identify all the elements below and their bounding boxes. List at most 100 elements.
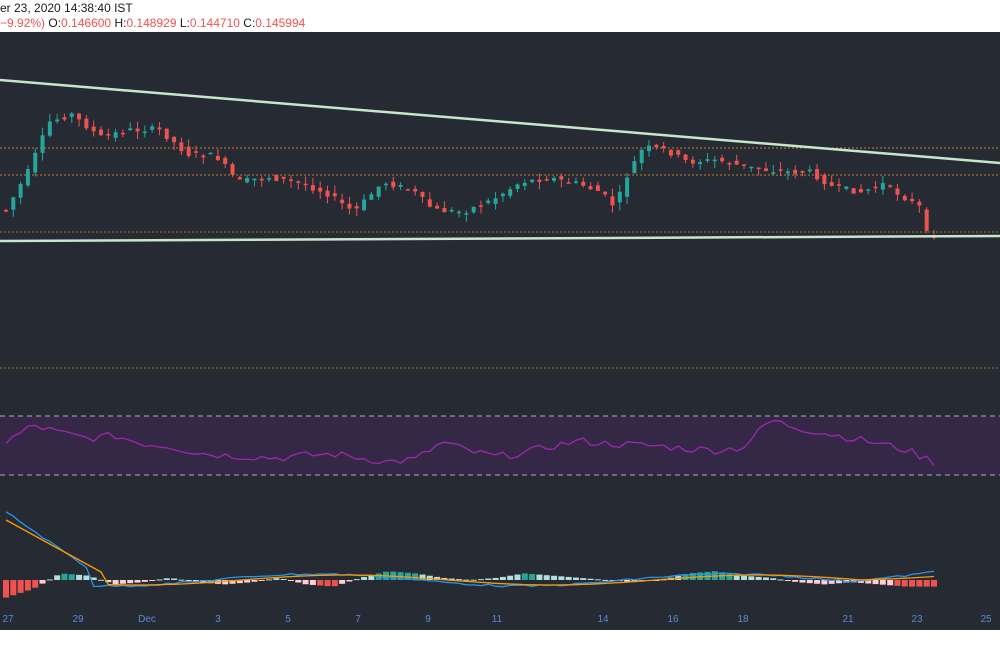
- macd-histogram-bar: [456, 579, 463, 581]
- x-tick-label: 9: [425, 614, 431, 625]
- macd-histogram-bar: [185, 580, 192, 581]
- macd-histogram-bar: [828, 580, 835, 584]
- candle-body: [362, 199, 367, 211]
- macd-histogram-bar: [836, 580, 843, 584]
- macd-histogram-bar: [733, 574, 740, 580]
- candle-body: [274, 174, 279, 181]
- macd-histogram-bar: [799, 580, 806, 583]
- candle-body: [910, 198, 915, 202]
- macd-histogram-bar: [273, 578, 280, 580]
- macd-histogram-bar: [302, 580, 309, 585]
- candle-body: [332, 193, 337, 197]
- macd-histogram-bar: [609, 580, 616, 581]
- candle-body: [288, 179, 293, 182]
- chart-svg[interactable]: [0, 32, 1000, 630]
- candle-body: [310, 185, 315, 191]
- macd-histogram-bar: [762, 577, 769, 580]
- macd-histogram-bar: [280, 578, 287, 580]
- macd-histogram-bar: [499, 576, 506, 580]
- macd-histogram-bar: [353, 579, 360, 581]
- candle-body: [106, 134, 111, 136]
- candle-body: [705, 159, 710, 161]
- x-tick-label: 21: [842, 614, 854, 625]
- macd-histogram-bar: [244, 580, 251, 583]
- candle-body: [515, 184, 520, 189]
- candle-body: [917, 201, 922, 206]
- candle-body: [493, 198, 498, 204]
- candle-body: [844, 186, 849, 190]
- macd-histogram-bar: [792, 580, 799, 582]
- macd-histogram-bar: [339, 580, 346, 584]
- macd-histogram-bar: [923, 580, 930, 587]
- macd-histogram-bar: [879, 580, 886, 585]
- macd-histogram-bar: [346, 580, 353, 582]
- candle-body: [880, 182, 885, 190]
- candle-body: [690, 159, 695, 164]
- macd-histogram-bar: [61, 573, 68, 580]
- candle-body: [595, 185, 600, 191]
- macd-histogram-bar: [331, 580, 338, 587]
- macd-histogram-bar: [287, 580, 294, 581]
- candle-body: [464, 213, 469, 215]
- x-tick-label: 11: [491, 614, 503, 625]
- candle-body: [639, 149, 644, 163]
- macd-histogram-bar: [10, 580, 17, 596]
- candle-body: [449, 209, 454, 212]
- candle-body: [98, 129, 103, 136]
- candle-body: [902, 195, 907, 201]
- candle-body: [676, 150, 681, 155]
- candle-body: [259, 178, 264, 181]
- candle-body: [193, 151, 198, 153]
- macd-histogram-bar: [39, 580, 46, 584]
- candle-body: [829, 182, 834, 186]
- candle-body: [318, 187, 323, 192]
- x-tick-label: 18: [737, 614, 749, 625]
- candle-body: [749, 166, 754, 169]
- macd-histogram-bar: [931, 580, 937, 587]
- macd-histogram-bar: [178, 579, 185, 581]
- x-tick-label: 29: [72, 614, 84, 625]
- candle-body: [727, 163, 732, 165]
- candle-body: [668, 149, 673, 156]
- candle-body: [435, 205, 440, 209]
- macd-histogram-bar: [141, 580, 148, 582]
- rsi-band: [0, 416, 1000, 475]
- candle-body: [566, 182, 571, 184]
- change-percent: −9.92%): [0, 16, 46, 30]
- macd-histogram-bar: [3, 580, 9, 598]
- macd-histogram-bar: [324, 580, 331, 587]
- candle-body: [267, 178, 272, 180]
- candle-body: [427, 199, 432, 207]
- rsi-line: [5, 420, 935, 466]
- candle-body: [398, 184, 403, 187]
- candle-body: [252, 178, 257, 181]
- candle-body: [281, 176, 286, 179]
- candle-body: [683, 154, 688, 160]
- candle-body: [763, 168, 768, 172]
- close-label: C:: [243, 16, 256, 30]
- candle-body: [888, 185, 893, 187]
- candle-body: [661, 146, 666, 149]
- candle-body: [376, 186, 381, 197]
- candle-body: [18, 183, 23, 198]
- macd-histogram-bar: [207, 580, 214, 584]
- macd-histogram-bar: [112, 580, 119, 585]
- chart-area[interactable]: 27 29 Dec 3 5 7 9 11 14 16 18 21 23 25: [0, 32, 1000, 630]
- candle-body: [128, 128, 133, 131]
- close-value: 0.145994: [255, 16, 306, 30]
- x-tick-label: 3: [215, 614, 221, 625]
- macd-histogram-bar: [543, 575, 550, 580]
- candle-body: [573, 181, 578, 183]
- macd-histogram-bar: [426, 575, 433, 580]
- macd-histogram-bar: [814, 580, 821, 584]
- candle-body: [778, 169, 783, 171]
- x-tick-label: 14: [597, 614, 609, 625]
- candle-body: [895, 188, 900, 195]
- candle-body: [756, 167, 761, 170]
- candle-body: [698, 162, 703, 164]
- macd-histogram-bar: [419, 574, 426, 580]
- x-axis: [0, 630, 1000, 660]
- macd-histogram-bar: [404, 572, 411, 580]
- macd-histogram-bar: [558, 576, 565, 580]
- legend-header: er 23, 2020 14:38:40 IST −9.92%) O:0.146…: [0, 0, 1000, 32]
